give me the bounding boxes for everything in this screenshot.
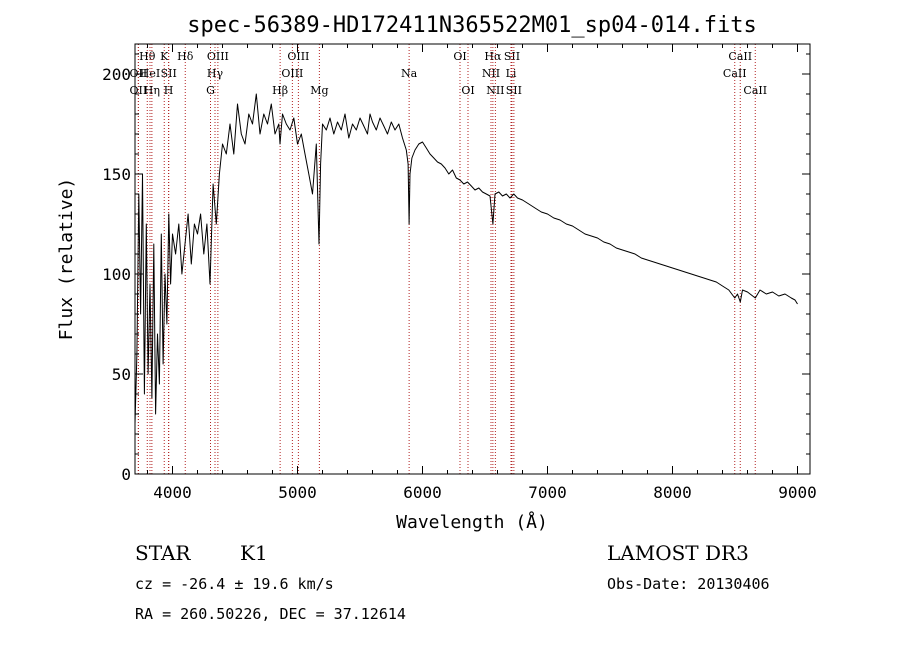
spectral-line-label: G <box>206 84 215 97</box>
spectral-line-markers: HθOIIOIIHeIHηKSIIHHδOIIIHγGHβOIIIOIIIMgN… <box>130 44 767 474</box>
y-tick-label: 50 <box>112 365 131 384</box>
spectral-line-label: OIII <box>287 50 309 63</box>
spectral-line-label: H <box>164 84 174 97</box>
spectral-line-label: CaII <box>723 67 747 80</box>
spectral-line-label: NII <box>482 67 500 80</box>
spectral-line-label: OIII <box>207 50 229 63</box>
spectral-line-label: Hη <box>144 84 160 97</box>
survey-name: LAMOST DR3 <box>607 541 749 565</box>
spectral-line-label: CaII <box>728 50 752 63</box>
x-tick-label: 6000 <box>403 483 442 502</box>
spectral-line-label: SII <box>506 84 522 97</box>
observation-date: Obs-Date: 20130406 <box>607 575 770 593</box>
spectral-line-label: Hα <box>484 50 502 63</box>
spectral-line-label: Li <box>506 67 517 80</box>
x-tick-label: 8000 <box>653 483 692 502</box>
spectral-line-label: NII <box>486 84 504 97</box>
redshift-readout: cz = -26.4 ± 19.6 km/s <box>135 575 334 593</box>
spectrum-line <box>134 93 798 425</box>
x-tick-label: 5000 <box>278 483 317 502</box>
spectral-line-label: HeI <box>140 67 160 80</box>
spectral-line-label: SII <box>504 50 520 63</box>
spectral-line-label: OI <box>461 84 474 97</box>
spectral-line-label: Hβ <box>272 84 288 97</box>
chart-title: spec-56389-HD172411N365522M01_sp04-014.f… <box>187 13 757 38</box>
y-tick-label: 100 <box>102 265 131 284</box>
spectral-line-label: Hθ <box>139 50 156 63</box>
spectral-line-label: Hδ <box>177 50 194 63</box>
spectral-line-label: Hγ <box>207 67 224 80</box>
spectral-line-label: OIII <box>281 67 303 80</box>
object-subclass: K1 <box>240 541 268 565</box>
spectral-line-label: Na <box>401 67 418 80</box>
spectrum-series <box>134 93 798 425</box>
object-class: STAR <box>135 541 191 565</box>
x-axis-label: Wavelength (Å) <box>396 511 548 533</box>
plot-frame <box>134 43 811 475</box>
x-tick-label: 7000 <box>528 483 567 502</box>
y-tick-label: 150 <box>102 165 131 184</box>
x-tick-label: 4000 <box>153 483 192 502</box>
spectral-line-label: K <box>160 50 169 63</box>
spectral-line-label: CaII <box>743 84 767 97</box>
y-axis-ticks: 0 50 100 150 200 <box>102 53 810 484</box>
x-axis-ticks: 4000 5000 6000 7000 8000 9000 <box>147 44 817 502</box>
spectral-line-label: OI <box>453 50 466 63</box>
x-tick-label: 9000 <box>778 483 817 502</box>
y-axis-label: Flux (relative) <box>56 178 77 341</box>
y-tick-label: 0 <box>121 465 131 484</box>
y-tick-label: 200 <box>102 65 131 84</box>
coordinates-readout: RA = 260.50226, DEC = 37.12614 <box>135 605 406 623</box>
spectral-line-label: OII <box>130 84 148 97</box>
spectral-line-label: Mg <box>310 84 328 97</box>
spectral-line-label: SII <box>161 67 177 80</box>
